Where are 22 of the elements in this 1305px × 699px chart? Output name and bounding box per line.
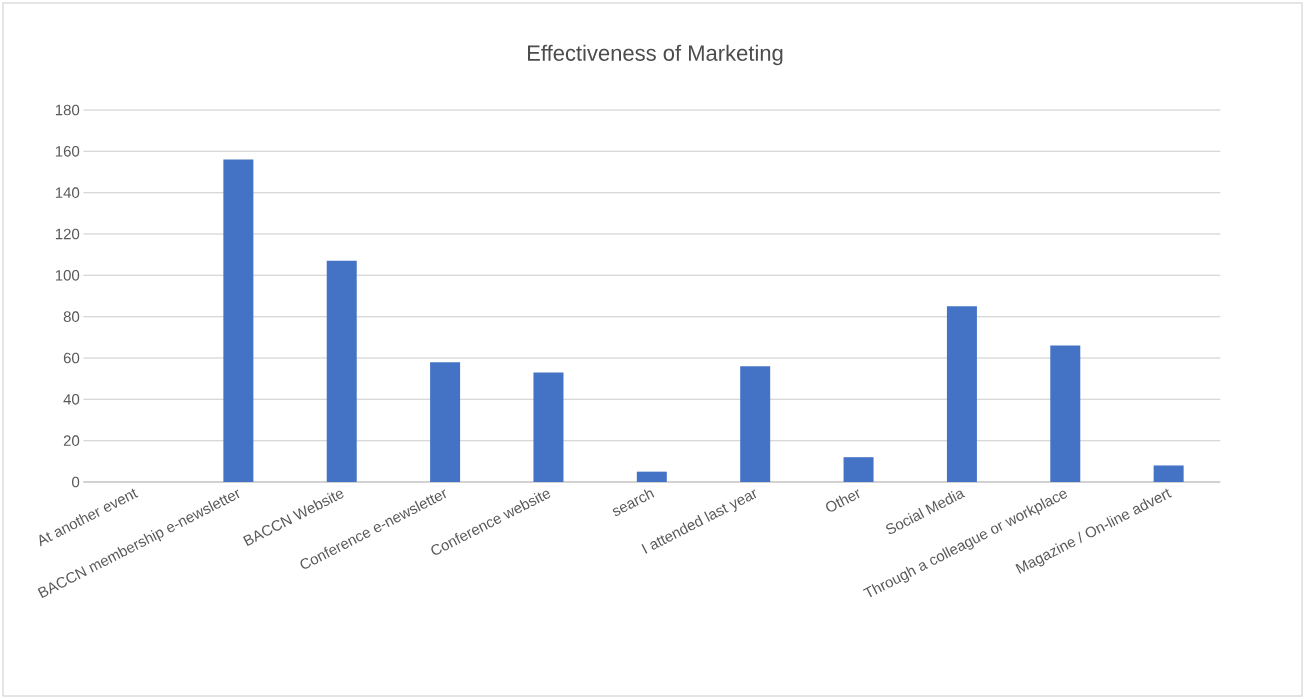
y-tick-label: 0	[72, 476, 80, 488]
bar	[1050, 345, 1081, 482]
y-tick-label: 100	[55, 270, 80, 281]
bar	[946, 306, 977, 482]
y-tick-label: 120	[55, 228, 80, 240]
bar	[430, 362, 461, 482]
y-tick-label: 20	[63, 435, 80, 446]
x-tick-label: Other	[826, 489, 860, 512]
bar	[843, 457, 874, 482]
chart-title: Effectiveness of Marketing	[528, 44, 783, 66]
bar	[636, 471, 667, 482]
y-tick-label: 40	[63, 394, 80, 405]
y-tick-label: 140	[55, 187, 80, 198]
bar	[223, 159, 254, 482]
bar	[1153, 465, 1184, 482]
bar	[326, 260, 357, 482]
y-tick-label: 60	[63, 352, 80, 364]
y-tick-label: 160	[55, 146, 80, 157]
bar	[533, 372, 564, 482]
y-tick-label: 80	[63, 311, 80, 322]
bar	[740, 366, 771, 482]
y-tick-label: 180	[55, 104, 80, 116]
